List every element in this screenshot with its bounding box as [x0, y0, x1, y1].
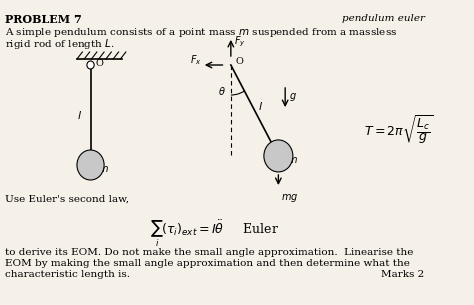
Text: EOM by making the small angle approximation and then determine what the: EOM by making the small angle approximat…	[5, 259, 410, 268]
Text: $l$: $l$	[77, 109, 82, 121]
Text: $l$: $l$	[257, 100, 263, 113]
Text: $m$: $m$	[98, 164, 109, 174]
Text: Use Euler's second law,: Use Euler's second law,	[5, 195, 128, 204]
Circle shape	[77, 150, 104, 180]
Text: rigid rod of length $L$.: rigid rod of length $L$.	[5, 37, 114, 51]
Text: $\sum_i (\tau_i)_{ext} = I\ddot{\theta}$     Euler: $\sum_i (\tau_i)_{ext} = I\ddot{\theta}$…	[150, 218, 279, 249]
Text: $F_x$: $F_x$	[190, 53, 202, 67]
Text: A simple pendulum consists of a point mass $m$ suspended from a massless: A simple pendulum consists of a point ma…	[5, 26, 397, 39]
Text: $mg$: $mg$	[281, 192, 299, 204]
Circle shape	[87, 61, 94, 69]
Text: to derive its EOM. Do not make the small angle approximation.  Linearise the: to derive its EOM. Do not make the small…	[5, 248, 413, 257]
Text: characteristic length is.: characteristic length is.	[5, 270, 129, 279]
Text: $T = 2\pi\sqrt{\dfrac{L_c}{g}}$: $T = 2\pi\sqrt{\dfrac{L_c}{g}}$	[364, 113, 433, 146]
Circle shape	[264, 140, 293, 172]
Text: O: O	[236, 56, 243, 66]
Text: $\theta$: $\theta$	[218, 85, 226, 97]
Text: $g$: $g$	[289, 91, 297, 103]
Text: $F_y$: $F_y$	[234, 35, 245, 49]
Text: O: O	[96, 59, 104, 67]
Text: $m$: $m$	[286, 155, 297, 165]
Text: Marks 2: Marks 2	[381, 270, 425, 279]
Text: pendulum euler: pendulum euler	[342, 14, 425, 23]
Text: PROBLEM 7: PROBLEM 7	[5, 14, 81, 25]
